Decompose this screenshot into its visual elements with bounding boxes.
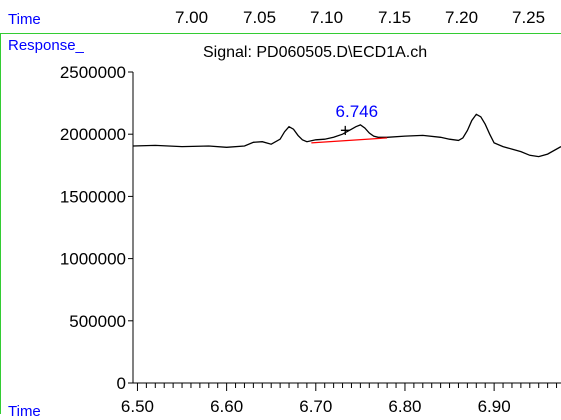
x-tick-label: 6.70 [299,397,332,414]
top-axis-tick: 7.25 [512,8,546,27]
y-tick-label: 1000000 [60,250,126,269]
y-tick-label: 500000 [69,312,126,331]
response-axis-label: Response_ [8,37,84,54]
top-axis-tick: 7.10 [310,8,344,27]
y-tick-label: 2000000 [60,125,126,144]
y-tick-label: 1500000 [60,187,126,206]
x-tick-label: 6.50 [121,397,154,414]
top-axis-tick: 7.20 [445,8,479,27]
signal-trace-line [132,113,561,158]
x-tick-label: 6.60 [210,397,243,414]
y-tick-label: 0 [117,374,126,393]
left-axis-divider [0,33,1,414]
top-axis-tick: 7.00 [175,8,209,27]
x-tick-label: 6.90 [478,397,511,414]
peak-retention-label: 6.746 [336,102,379,121]
y-tick-label: 2500000 [60,63,126,82]
peak-marker: + [340,120,351,140]
top-axis-tick: 7.05 [243,8,277,27]
integration-baseline [311,137,388,144]
top-time-axis-label: Time [8,11,41,28]
chart-title: Signal: PD060505.D\ECD1A.ch [203,44,428,61]
x-tick-label: 6.80 [388,397,421,414]
top-axis-tick: 7.15 [378,8,412,27]
top-axis-divider [0,33,561,34]
